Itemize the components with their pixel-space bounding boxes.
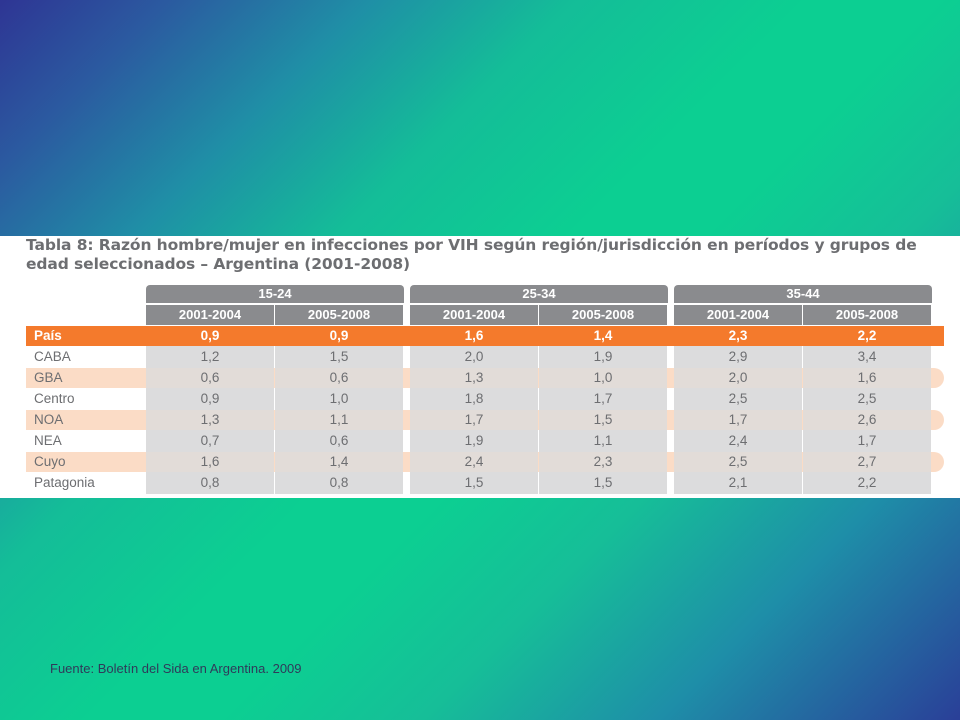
table-cell: 1,5	[593, 412, 613, 427]
highlight-row-band	[26, 326, 944, 346]
table-cell: 1,6	[857, 370, 877, 385]
table-cell: 0,8	[329, 475, 349, 490]
table-cell: 3,4	[857, 349, 877, 364]
table-cell: 0,9	[200, 328, 220, 343]
table-cell: 0,8	[200, 475, 220, 490]
table-cell: 1,7	[857, 433, 877, 448]
table-cell: 2,5	[728, 391, 748, 406]
age-group-header: 15-24	[146, 285, 404, 303]
row-label: Centro	[34, 391, 75, 406]
period-header: 2005-2008	[275, 305, 403, 325]
table-cell: 1,8	[464, 391, 484, 406]
cell-background	[410, 368, 538, 388]
cell-background	[146, 410, 274, 430]
table-cell: 0,9	[200, 391, 220, 406]
table-cell: 1,5	[464, 475, 484, 490]
cell-background	[146, 452, 274, 472]
table-cell: 2,1	[728, 475, 748, 490]
table-cell: 1,9	[464, 433, 484, 448]
cell-background	[674, 410, 802, 430]
period-header: 2001-2004	[674, 305, 802, 325]
table-cell: 0,6	[200, 370, 220, 385]
table-cell: 1,5	[593, 475, 613, 490]
table-cell: 1,6	[464, 328, 484, 343]
table-cell: 1,6	[200, 454, 220, 469]
table-cell: 1,9	[593, 349, 613, 364]
cell-background	[674, 452, 802, 472]
table-cell: 0,9	[329, 328, 349, 343]
period-header: 2005-2008	[803, 305, 931, 325]
cell-background	[674, 368, 802, 388]
table-cell: 1,2	[200, 349, 220, 364]
row-label: País	[34, 328, 62, 343]
table-cell: 2,4	[464, 454, 484, 469]
table-cell: 2,3	[593, 454, 613, 469]
table-cell: 1,3	[200, 412, 220, 427]
table-cell: 2,2	[857, 475, 877, 490]
table-cell: 2,6	[857, 412, 877, 427]
cell-background	[146, 368, 274, 388]
table-cell: 2,2	[857, 328, 877, 343]
table-cell: 1,7	[728, 412, 748, 427]
row-label: NEA	[34, 433, 62, 448]
row-label: Cuyo	[34, 454, 66, 469]
cell-background	[275, 452, 403, 472]
period-header: 2005-2008	[539, 305, 667, 325]
table-cell: 1,7	[593, 391, 613, 406]
cell-background	[539, 410, 667, 430]
table-cell: 1,7	[464, 412, 484, 427]
table-panel: Tabla 8: Razón hombre/mujer en infeccion…	[0, 236, 960, 498]
cell-background	[539, 452, 667, 472]
table-cell: 2,5	[728, 454, 748, 469]
table-cell: 2,4	[728, 433, 748, 448]
row-label: NOA	[34, 412, 64, 427]
age-group-header: 35-44	[674, 285, 932, 303]
table-cell: 1,5	[329, 349, 349, 364]
row-label: GBA	[34, 370, 63, 385]
table-cell: 0,6	[329, 433, 349, 448]
table-cell: 1,1	[593, 433, 613, 448]
cell-background	[803, 368, 931, 388]
table-cell: 2,0	[728, 370, 748, 385]
table-cell: 1,0	[329, 391, 349, 406]
cell-background	[803, 410, 931, 430]
period-header: 2001-2004	[410, 305, 538, 325]
period-header: 2001-2004	[146, 305, 274, 325]
table-cell: 2,5	[857, 391, 877, 406]
table-cell: 1,1	[329, 412, 349, 427]
cell-background	[275, 368, 403, 388]
table-cell: 0,7	[200, 433, 220, 448]
table-cell: 1,4	[329, 454, 349, 469]
row-label: Patagonia	[34, 475, 95, 490]
table-cell: 2,0	[464, 349, 484, 364]
table-cell: 2,3	[728, 328, 748, 343]
cell-background	[410, 410, 538, 430]
cell-background	[803, 452, 931, 472]
cell-background	[539, 368, 667, 388]
cell-background	[410, 452, 538, 472]
table-cell: 2,9	[728, 349, 748, 364]
table-title: Tabla 8: Razón hombre/mujer en infeccion…	[26, 236, 917, 273]
row-label: CABA	[34, 349, 71, 364]
table-cell: 1,0	[593, 370, 613, 385]
cell-background	[275, 410, 403, 430]
table-cell: 1,4	[593, 328, 613, 343]
table-cell: 2,7	[857, 454, 877, 469]
table-cell: 0,6	[329, 370, 349, 385]
age-group-header: 25-34	[410, 285, 668, 303]
table-cell: 1,3	[464, 370, 484, 385]
source-note: Fuente: Boletín del Sida en Argentina. 2…	[50, 661, 302, 676]
